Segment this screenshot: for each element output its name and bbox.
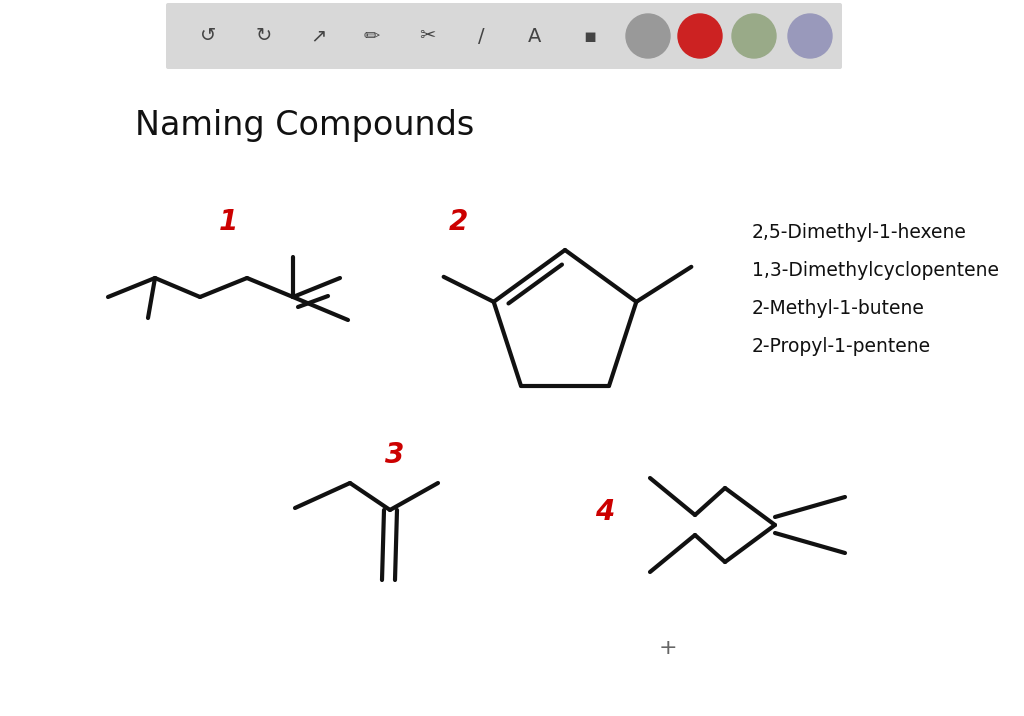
Text: 1,3-Dimethylcyclopentene: 1,3-Dimethylcyclopentene	[752, 261, 999, 281]
Text: +: +	[658, 638, 677, 658]
Text: ▪: ▪	[584, 26, 597, 46]
Text: ✂: ✂	[419, 26, 435, 46]
Text: Naming Compounds: Naming Compounds	[135, 109, 474, 142]
Text: ↗: ↗	[310, 26, 327, 46]
Text: 3: 3	[385, 441, 404, 469]
Text: ✏: ✏	[364, 26, 380, 46]
Text: 2,5-Dimethyl-1-hexene: 2,5-Dimethyl-1-hexene	[752, 223, 967, 243]
Text: 2-Propyl-1-pentene: 2-Propyl-1-pentene	[752, 337, 931, 357]
Text: 1: 1	[218, 208, 238, 236]
Text: /: /	[477, 26, 484, 46]
Text: ↺: ↺	[200, 26, 216, 46]
Text: 4: 4	[595, 498, 614, 526]
Circle shape	[678, 14, 722, 58]
Text: 2-Methyl-1-butene: 2-Methyl-1-butene	[752, 299, 925, 319]
Circle shape	[732, 14, 776, 58]
Circle shape	[626, 14, 670, 58]
Text: ↻: ↻	[256, 26, 272, 46]
FancyBboxPatch shape	[166, 3, 842, 69]
Text: 2: 2	[449, 208, 468, 236]
Circle shape	[788, 14, 831, 58]
Text: A: A	[528, 26, 542, 46]
